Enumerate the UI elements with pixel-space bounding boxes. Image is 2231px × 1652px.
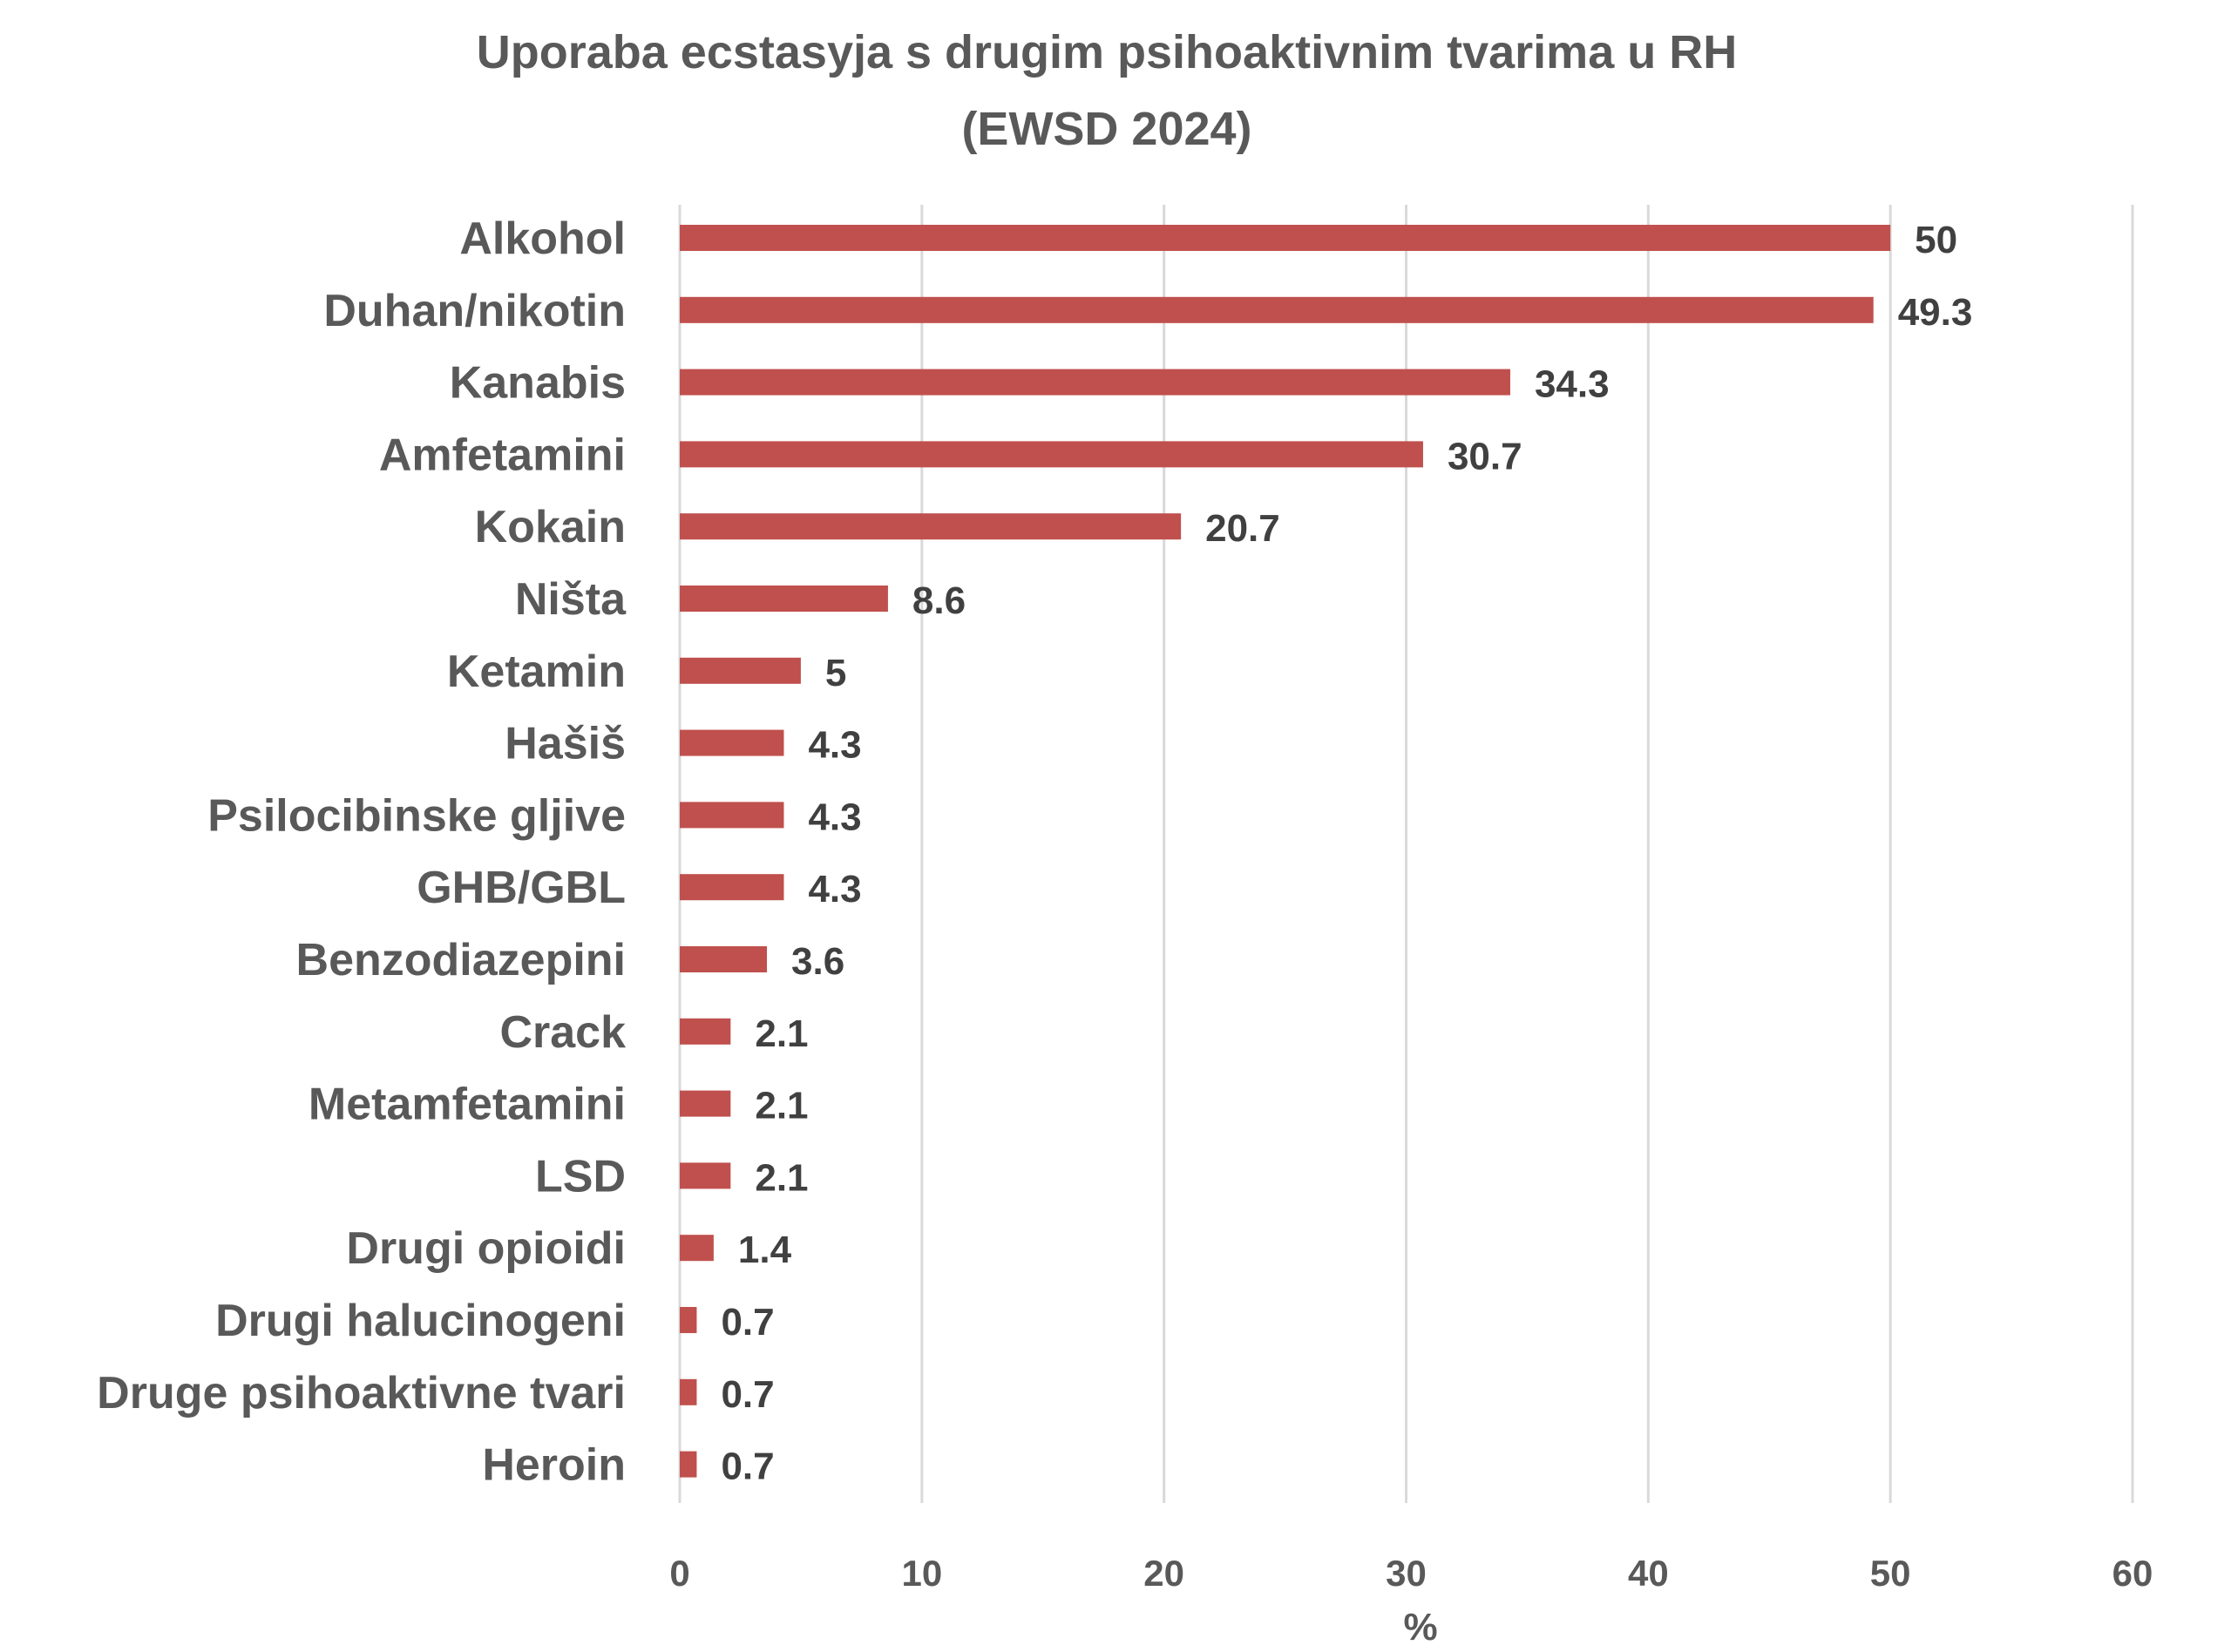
category-label: Ketamin xyxy=(447,647,626,697)
value-label: 4.3 xyxy=(808,796,861,838)
category-labels: Alkohol Duhan/nikotin Kanabis Amfetamini Kok… xyxy=(97,213,627,1491)
bar xyxy=(680,1451,697,1478)
bar xyxy=(680,225,1891,251)
value-label: 30.7 xyxy=(1448,435,1522,477)
category-label: Crack xyxy=(499,1007,626,1058)
bar xyxy=(680,441,1423,468)
category-label: Drugi opioidi xyxy=(346,1223,626,1274)
bar xyxy=(680,1307,697,1333)
value-label: 34.3 xyxy=(1535,363,1610,406)
value-label: 0.7 xyxy=(721,1446,774,1488)
value-label: 5 xyxy=(825,652,846,694)
chart-title-line-2: (EWSD 2024) xyxy=(961,103,1251,155)
bar xyxy=(680,1378,697,1405)
bar xyxy=(680,729,784,756)
x-axis-label: % xyxy=(1403,1606,1437,1649)
value-label: 0.7 xyxy=(721,1373,774,1416)
bar xyxy=(680,874,784,901)
bar xyxy=(680,657,801,684)
x-tick-label: 30 xyxy=(1386,1553,1427,1594)
bar xyxy=(680,802,784,829)
x-tick-label: 10 xyxy=(901,1553,942,1594)
category-label: Benzodiazepini xyxy=(296,935,626,985)
bar xyxy=(680,1090,731,1117)
bar xyxy=(680,946,768,972)
value-label: 0.7 xyxy=(721,1301,774,1344)
category-label: Psilocibinske gljive xyxy=(207,790,626,841)
category-label: Drugi halucinogeni xyxy=(215,1296,626,1346)
value-labels: 50 49.3 34.3 30.7 20.7 8.6 5 4.3 4.3 4.3 3.6 2.1 2.1… xyxy=(721,219,1972,1488)
category-label: Kokain xyxy=(475,502,626,552)
value-label: 2.1 xyxy=(755,1012,808,1055)
x-tick-label: 0 xyxy=(669,1553,689,1594)
bar xyxy=(680,1235,714,1262)
bar xyxy=(680,369,1510,396)
x-tick-labels: 0 10 20 30 40 50 60 xyxy=(669,1553,2153,1594)
value-label: 49.3 xyxy=(1898,291,1973,334)
value-label: 20.7 xyxy=(1205,507,1280,550)
category-label: Heroin xyxy=(482,1440,626,1491)
x-tick-label: 50 xyxy=(1870,1553,1911,1594)
bar xyxy=(680,586,888,612)
x-tick-label: 40 xyxy=(1628,1553,1669,1594)
category-label: Kanabis xyxy=(450,358,626,409)
x-tick-label: 60 xyxy=(2112,1553,2153,1594)
value-label: 4.3 xyxy=(808,724,861,767)
gridlines xyxy=(678,205,2134,1503)
bar xyxy=(680,296,1874,323)
category-label: GHB/GBL xyxy=(417,863,626,913)
bars xyxy=(680,225,1891,1478)
bar xyxy=(680,1018,731,1045)
category-label: LSD xyxy=(535,1151,626,1202)
bar xyxy=(680,513,1182,540)
value-label: 8.6 xyxy=(912,579,966,622)
category-label: Alkohol xyxy=(459,213,626,264)
category-label: Amfetamini xyxy=(379,430,626,480)
x-tick-label: 20 xyxy=(1143,1553,1184,1594)
category-label: Metamfetamini xyxy=(309,1080,626,1130)
value-label: 1.4 xyxy=(738,1229,792,1271)
category-label: Hašiš xyxy=(505,719,626,769)
category-label: Druge psihoaktivne tvari xyxy=(97,1368,626,1418)
value-label: 2.1 xyxy=(755,1085,808,1127)
value-label: 4.3 xyxy=(808,868,861,911)
category-label: Duhan/nikotin xyxy=(323,286,626,336)
bar xyxy=(680,1162,731,1189)
category-label: Ništa xyxy=(515,574,627,625)
value-label: 50 xyxy=(1915,219,1957,261)
value-label: 3.6 xyxy=(791,940,844,983)
value-label: 2.1 xyxy=(755,1156,808,1199)
chart-title-line-1: Uporaba ecstasyja s drugim psihoaktivnim… xyxy=(477,26,1737,78)
